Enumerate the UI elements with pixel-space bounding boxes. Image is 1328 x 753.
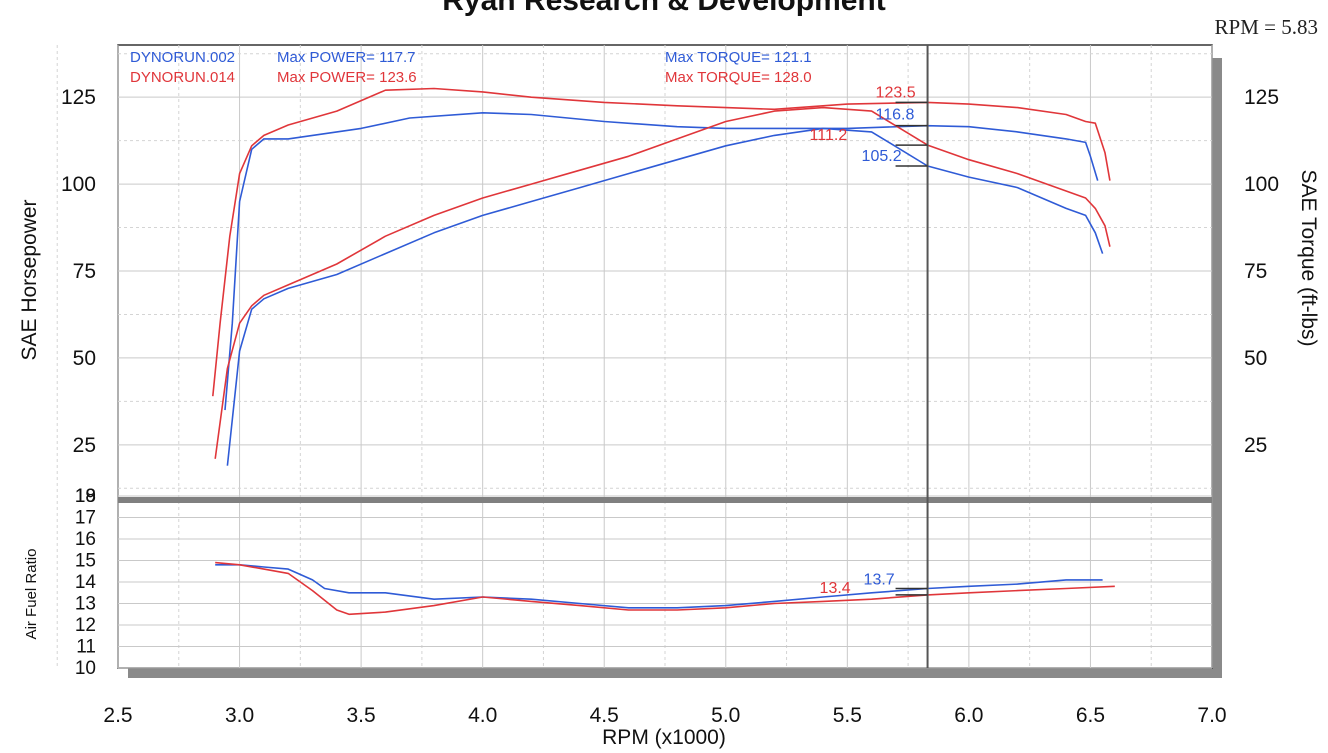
afr-tick-label: 19 (75, 486, 96, 507)
rpm-readout: RPM = 5.83 (1215, 15, 1318, 39)
legend-max-torque-002: Max TORQUE= 121.1 (665, 49, 812, 66)
x-axis-title: RPM (x1000) (602, 726, 726, 749)
afr-tick-label: 11 (76, 637, 96, 658)
x-tick-label: 4.0 (468, 704, 497, 727)
series-line-power-dynorun-014 (214, 106, 1111, 459)
afr-tick-label: 17 (75, 508, 96, 529)
y-tick-label-left: 125 (61, 86, 96, 109)
axis-ticks: 2.5 3.0 3.5 4.0 4.5 5.0 5.5 6.0 6.5 7.0 25 50 75 100 1… (61, 86, 1279, 727)
y-tick-label-right: 50 (1244, 347, 1267, 370)
y-tick-label-right: 25 (1244, 434, 1267, 457)
series-line-afr-dynorun-014 (215, 561, 1115, 616)
panel-divider (118, 497, 1212, 503)
x-tick-label: 2.5 (103, 704, 132, 727)
afr-cursor-value-label: 13.7 (864, 571, 895, 588)
cursor-value-label: 116.8 (876, 107, 915, 124)
legend-run-002: DYNORUN.002 (130, 49, 235, 66)
series-lines (212, 87, 1115, 616)
x-tick-label: 3.0 (225, 704, 254, 727)
legend: DYNORUN.002 Max POWER= 117.7 Max TORQUE=… (130, 49, 812, 86)
cursor-markers: 123.5 116.8 111.2 105.2 13.4 13.7 (810, 84, 928, 597)
y-axis-title-air-fuel: Air Fuel Ratio (23, 549, 40, 640)
legend-run-014: DYNORUN.014 (130, 69, 235, 86)
legend-max-power-014: Max POWER= 123.6 (277, 69, 417, 86)
afr-cursor-value-label: 13.4 (820, 580, 851, 597)
series-line-power-dynorun-002 (226, 127, 1104, 466)
afr-tick-label: 16 (75, 529, 96, 550)
y-tick-label-left: 50 (73, 347, 96, 370)
legend-max-power-002: Max POWER= 117.7 (277, 49, 416, 66)
x-tick-label: 3.5 (347, 704, 376, 727)
y-tick-label-left: 75 (73, 260, 96, 283)
cursor-value-label: 123.5 (876, 84, 916, 101)
series-line-torque-dynorun-014 (212, 87, 1111, 397)
series-line-afr-dynorun-002 (215, 563, 1103, 609)
cursor-value-label: 111.2 (810, 127, 848, 144)
y-tick-label-right: 100 (1244, 173, 1279, 196)
x-tick-label: 6.5 (1076, 704, 1105, 727)
afr-tick-label: 14 (75, 572, 97, 593)
frame-shadow-bottom (128, 668, 1222, 678)
y-tick-label-right: 125 (1244, 86, 1279, 109)
afr-tick-label: 12 (75, 615, 96, 636)
x-tick-label: 5.0 (711, 704, 740, 727)
y-tick-label-left: 100 (61, 173, 96, 196)
grid-lines (56, 45, 1213, 669)
x-tick-label: 4.5 (590, 704, 619, 727)
chart-title: Ryan Research & Development (442, 0, 886, 17)
y-axis-title-horsepower: SAE Horsepower (18, 199, 41, 360)
frame-shadow-right (1212, 58, 1222, 678)
y-tick-label-left: 25 (73, 434, 96, 457)
y-tick-label-right: 75 (1244, 260, 1267, 283)
x-tick-label: 5.5 (833, 704, 862, 727)
legend-max-torque-014: Max TORQUE= 128.0 (665, 69, 812, 86)
afr-tick-label: 10 (75, 658, 96, 679)
series-line-torque-dynorun-002 (224, 112, 1099, 411)
y-axis-title-torque: SAE Torque (ft-lbs) (1297, 169, 1320, 346)
afr-tick-label: 15 (75, 551, 96, 572)
afr-tick-label: 18 (75, 486, 96, 507)
x-tick-label: 7.0 (1197, 704, 1226, 727)
cursor-value-label: 105.2 (862, 148, 902, 165)
x-tick-label: 6.0 (954, 704, 983, 727)
afr-tick-label: 13 (75, 594, 96, 615)
